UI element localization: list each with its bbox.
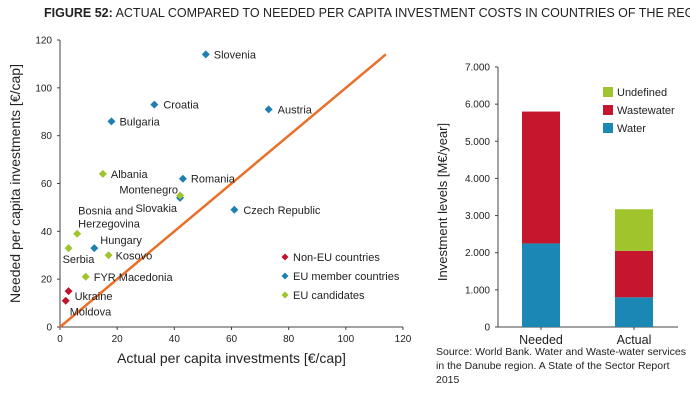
data-point-slovenia (201, 50, 210, 59)
point-label-czech-republic: Czech Republic (243, 205, 321, 217)
bar-y-tick-label: 1.000 (465, 285, 490, 296)
point-label-ukraine: Ukraine (75, 291, 113, 303)
data-point-czech-republic (230, 205, 239, 214)
point-label-montenegro: Montenegro (119, 184, 178, 196)
bar-legend-label-water: Water (617, 123, 646, 135)
point-label-kosovo: Kosovo (116, 250, 153, 262)
x-tick-label: 40 (169, 334, 181, 345)
data-point-serbia (64, 244, 73, 253)
data-point-moldova (61, 296, 70, 305)
legend-marker-non-eu-countries (281, 253, 289, 261)
bar-legend-swatch-water (603, 123, 613, 133)
legend-label-non-eu-countries: Non-EU countries (293, 252, 380, 264)
point-label-moldova: Moldova (70, 307, 112, 319)
source-note: Source: World Bank. Water and Waste-wate… (436, 346, 686, 386)
data-point-romania (178, 174, 187, 183)
y-axis-title: Needed per capita investments [€/cap] (7, 64, 23, 303)
legend-label-eu-member-countries: EU member countries (293, 271, 400, 283)
point-label-serbia: Serbia (63, 254, 96, 266)
y-tick-label: 40 (41, 227, 53, 238)
point-label-romania: Romania (191, 174, 236, 186)
bar-y-tick-label: 3.000 (465, 211, 490, 222)
bar-legend-swatch-undefined (603, 87, 613, 97)
figure-title-text: ACTUAL COMPARED TO NEEDED PER CAPITA INV… (115, 6, 690, 20)
point-label-croatia: Croatia (163, 100, 199, 112)
y-tick-label: 100 (35, 83, 52, 94)
data-point-albania (98, 169, 107, 178)
scatter-chart: 0 20 40 60 80 100 120 0 20 40 60 80 100 120 Actual per… (7, 36, 412, 367)
bar-actual-undefined (615, 209, 653, 251)
point-label-slovenia: Slovenia (214, 49, 257, 61)
y-tick-label: 0 (46, 323, 52, 334)
bar-y-axis-title: Investment levels [M€/year] (435, 123, 450, 281)
x-tick-label: 80 (283, 334, 295, 345)
bar-needed-wastewater (522, 111, 560, 244)
bar-needed-water (522, 243, 560, 327)
point-label-bosnia-and-herzegovina: Bosnia and Herzegovina (78, 206, 141, 231)
legend-marker-eu-member-countries (281, 272, 289, 280)
bar-y-tick-label: 6.000 (465, 100, 490, 111)
bar-y-tick-label: 0 (484, 323, 490, 334)
legend-marker-eu-candidates (281, 291, 289, 299)
data-point-bosnia-and-herzegovina (73, 229, 82, 238)
data-point-bulgaria (107, 117, 116, 126)
y-tick-label: 60 (41, 179, 53, 190)
x-tick-label: 120 (395, 334, 412, 345)
x-tick-label: 100 (337, 334, 354, 345)
bar-legend-swatch-wastewater (603, 105, 613, 115)
figure-title: FIGURE 52: ACTUAL COMPARED TO NEEDED PER… (44, 6, 690, 20)
point-label-bulgaria: Bulgaria (119, 116, 160, 128)
point-label-austria: Austria (278, 104, 313, 116)
data-point-hungary (90, 244, 99, 253)
bar-y-tick-label: 5.000 (465, 137, 490, 148)
bar-legend-label-wastewater: Wastewater (617, 105, 675, 117)
data-point-croatia (150, 100, 159, 109)
data-point-montenegro (176, 191, 185, 200)
data-point-kosovo (104, 251, 113, 260)
y-tick-label: 120 (35, 36, 52, 47)
x-tick-label: 60 (226, 334, 238, 345)
x-axis-title: Actual per capita investments [€/cap] (117, 350, 346, 366)
bar-y-tick-label: 7.000 (465, 63, 490, 74)
x-tick-label: 20 (112, 334, 124, 345)
y-tick-label: 20 (41, 275, 53, 286)
bar-y-tick-label: 2.000 (465, 248, 490, 259)
data-point-fyr-macedonia (81, 272, 90, 281)
y-tick-label: 80 (41, 131, 53, 142)
x-tick-label: 0 (57, 334, 63, 345)
data-point-austria (264, 105, 273, 114)
legend-label-eu-candidates: EU candidates (293, 290, 365, 302)
point-label-hungary: Hungary (100, 235, 142, 247)
trend-line (59, 53, 387, 328)
figure-number: FIGURE 52: (44, 6, 113, 20)
bar-y-tick-label: 4.000 (465, 174, 490, 185)
bar-legend-label-undefined: Undefined (617, 87, 667, 99)
point-label-slovakia: Slovakia (135, 203, 177, 215)
bar-actual-water (615, 297, 653, 327)
point-label-fyr-macedonia: FYR Macedonia (94, 272, 174, 284)
point-label-albania: Albania (111, 169, 149, 181)
data-point-ukraine (64, 287, 73, 296)
bar-actual-wastewater (615, 250, 653, 298)
